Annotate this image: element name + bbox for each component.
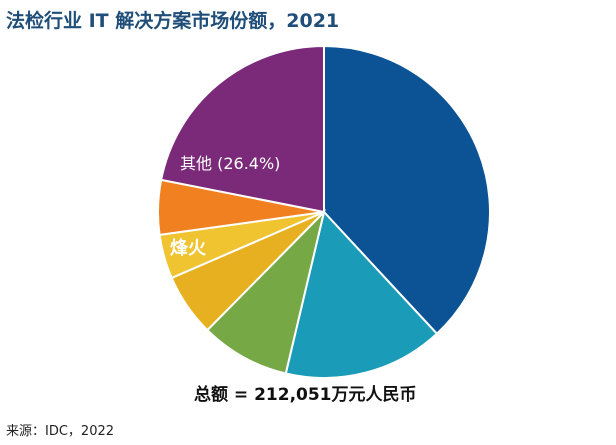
pie-slice-1 [323, 44, 491, 336]
pie-slice-7 [159, 44, 325, 214]
chart-title: 法检行业 IT 解决方案市场份额，2021 [6, 10, 340, 32]
pie-slice-3 [205, 208, 326, 375]
total-annotation: 总额 = 212,051万元人民币 [194, 385, 417, 405]
source-note: 来源：IDC，2022 [6, 424, 115, 439]
slice-label-other: 其他 (26.4%) [180, 154, 281, 173]
pie-slice-2 [284, 209, 439, 379]
slice-label-fenghuo: 烽火 [170, 238, 206, 259]
